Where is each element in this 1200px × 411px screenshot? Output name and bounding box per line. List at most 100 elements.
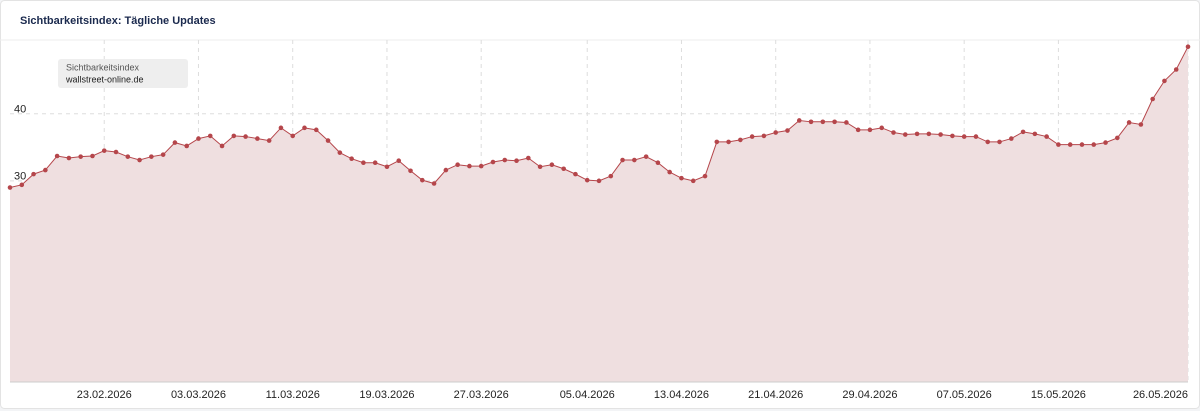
point [690,178,696,184]
plot: 1020304023.02.202603.03.202611.03.202619… [7,40,1191,401]
point [313,127,319,133]
point [643,154,649,159]
area [10,46,1188,383]
legend-title: Sichtbarkeitsindex [66,62,140,72]
point [702,173,708,179]
point [101,148,107,153]
point [584,177,590,183]
point [207,133,213,139]
point [1126,120,1132,125]
point [90,153,95,159]
point [113,149,119,155]
point [467,163,472,169]
x-tick-label: 19.03.2026 [359,389,414,401]
point [761,133,767,139]
point [255,136,260,141]
point [855,127,861,133]
legend-entry: wallstreet-online.de [65,74,144,84]
x-tick-label: 03.03.2026 [171,389,226,401]
point [160,152,166,157]
point [961,134,967,139]
point [1138,122,1144,127]
point [1067,142,1073,147]
point [431,181,437,186]
point [372,160,378,166]
point [1032,131,1038,137]
x-tick-label: 29.04.2026 [842,389,897,401]
point [785,128,790,133]
point [950,133,955,139]
point [997,139,1002,145]
point [514,158,519,164]
point [1115,135,1120,141]
point [420,177,425,183]
point [573,171,578,177]
point [1009,136,1014,141]
point [1103,140,1108,145]
legend-box [58,59,188,88]
point [902,132,908,137]
x-tick-label: 05.04.2026 [560,389,615,401]
x-tick-label: 26.05.2026 [1133,389,1188,401]
point [78,154,83,159]
point [502,157,508,163]
point [337,150,343,155]
point [667,169,672,175]
point [655,160,661,166]
point [219,143,225,149]
point [1044,134,1049,139]
point [926,131,932,137]
point [714,139,720,145]
point [1020,129,1026,135]
point [278,125,284,131]
point [596,178,602,184]
point [808,119,814,125]
point [820,119,826,125]
point [1162,78,1167,84]
point [891,130,896,135]
point [137,157,142,163]
point [738,137,743,143]
point [832,119,837,125]
point [54,153,60,159]
point [914,131,920,137]
point [43,167,48,173]
point [243,134,248,139]
point [1091,142,1097,147]
point [749,134,755,139]
point [561,166,566,172]
point [266,138,272,143]
x-tick-label: 13.04.2026 [654,389,709,401]
point [1079,142,1085,147]
y-tick-label: 30 [14,171,26,183]
point [985,139,991,145]
x-tick-label: 21.04.2026 [748,389,803,401]
point [1173,67,1179,72]
point [125,154,131,159]
point [325,138,331,143]
point [526,155,531,161]
point [620,157,625,163]
point [443,167,449,173]
point [231,133,237,139]
point [384,164,390,170]
y-tick-label: 40 [14,104,26,116]
point [867,127,873,133]
point [726,139,731,145]
point [1150,96,1155,102]
point [549,162,555,168]
point [537,164,543,170]
point [19,182,25,188]
point [408,168,413,174]
x-tick-label: 07.05.2026 [937,389,992,401]
point [172,140,178,145]
point [773,130,778,135]
point [844,120,849,125]
point [973,134,979,139]
point [478,163,484,169]
x-tick-label: 23.02.2026 [77,389,132,401]
point [184,143,189,149]
chart-title: Sichtbarkeitsindex: Tägliche Updates [20,15,216,27]
point [679,175,684,181]
